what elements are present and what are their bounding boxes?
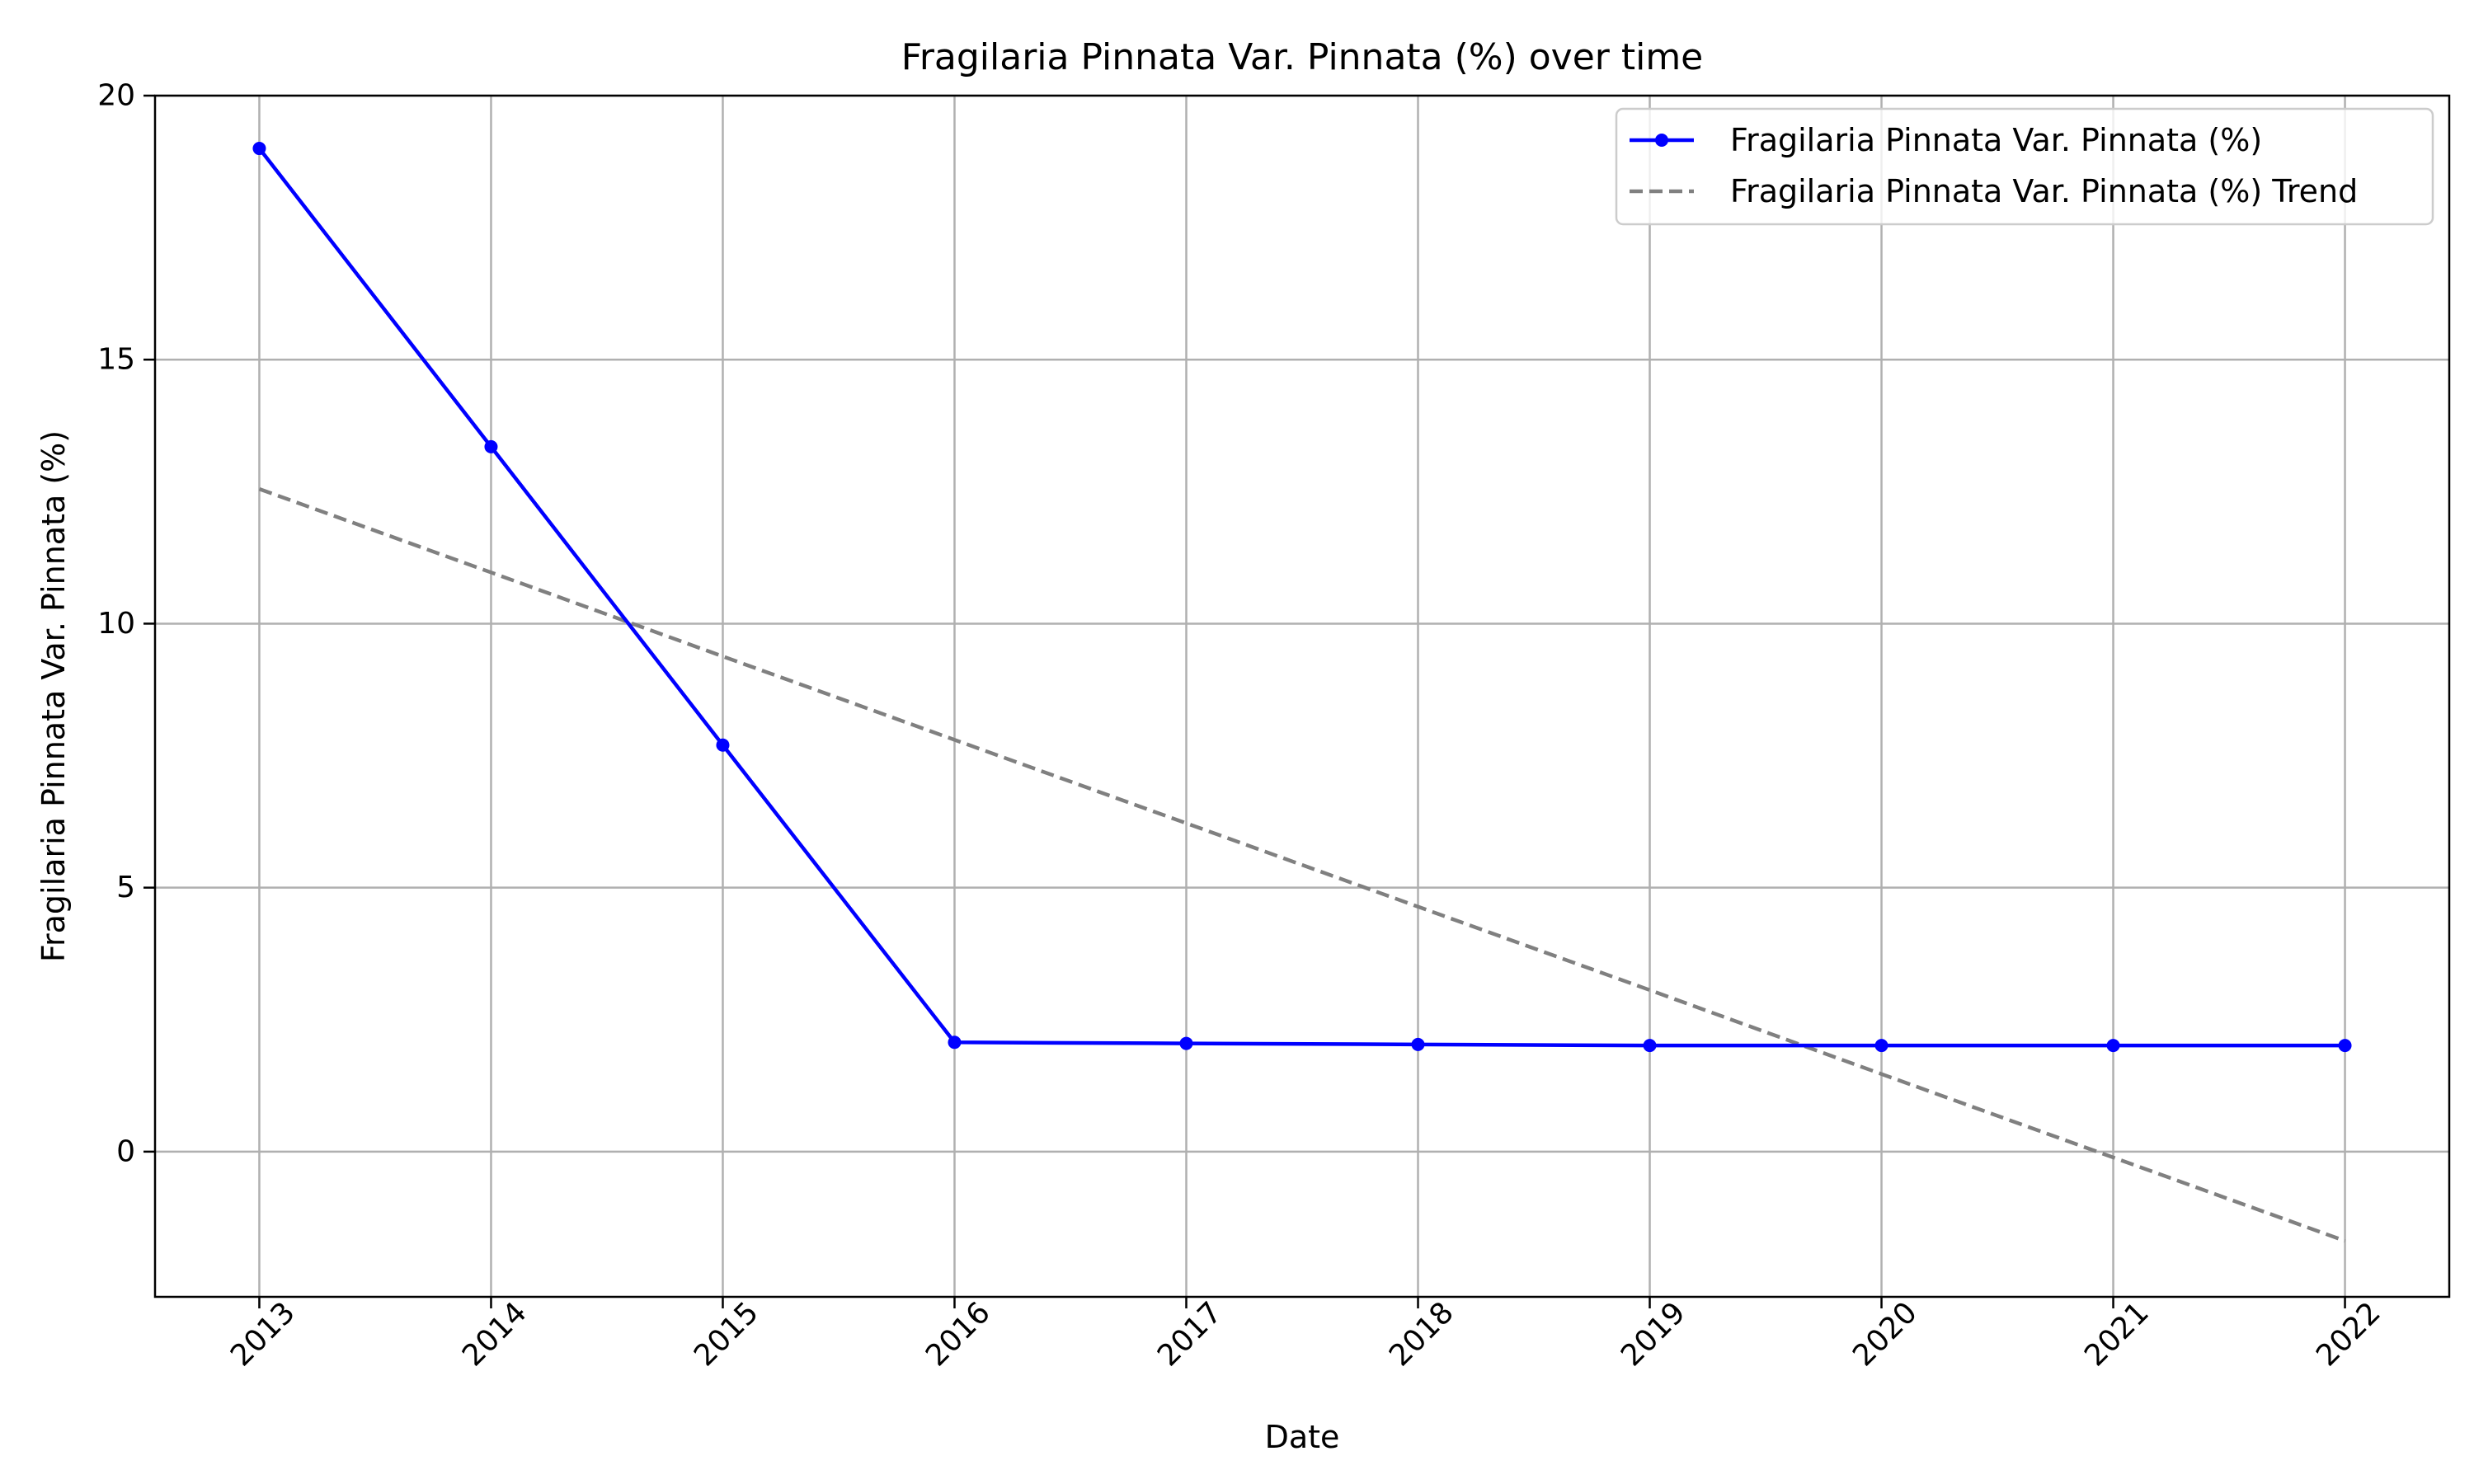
data-point xyxy=(948,1036,962,1050)
y-tick-label: 20 xyxy=(97,79,135,113)
data-point xyxy=(252,142,266,156)
chart-title: Fragilaria Pinnata Var. Pinnata (%) over… xyxy=(901,36,1704,78)
trend-series-line xyxy=(258,487,2346,1243)
plot-frame xyxy=(153,94,2451,1298)
legend-label-main: Fragilaria Pinnata Var. Pinnata (%) xyxy=(1730,122,2262,158)
data-point xyxy=(2106,1039,2120,1053)
x-axis-label: Date xyxy=(1265,1419,1340,1455)
y-tick-label: 15 xyxy=(97,343,135,377)
main-series-line xyxy=(257,147,2345,1048)
legend-box xyxy=(1615,107,2434,226)
y-tick-label: 5 xyxy=(116,871,135,904)
data-point xyxy=(1643,1039,1657,1053)
data-point xyxy=(484,439,498,453)
data-point xyxy=(1179,1036,1193,1050)
y-axis-label: Fragilaria Pinnata Var. Pinnata (%) xyxy=(35,430,72,962)
data-point xyxy=(716,738,730,752)
data-point xyxy=(1411,1037,1425,1051)
legend-label-trend: Fragilaria Pinnata Var. Pinnata (%) Tren… xyxy=(1730,173,2358,209)
legend-marker-main xyxy=(1655,134,1668,147)
data-point xyxy=(1874,1039,1888,1053)
y-tick-label: 0 xyxy=(116,1134,135,1168)
y-tick-label: 10 xyxy=(97,607,135,641)
legend: Fragilaria Pinnata Var. Pinnata (%) Fragi… xyxy=(1615,107,2434,226)
data-point xyxy=(2338,1039,2352,1053)
series-layer xyxy=(252,142,2352,1243)
